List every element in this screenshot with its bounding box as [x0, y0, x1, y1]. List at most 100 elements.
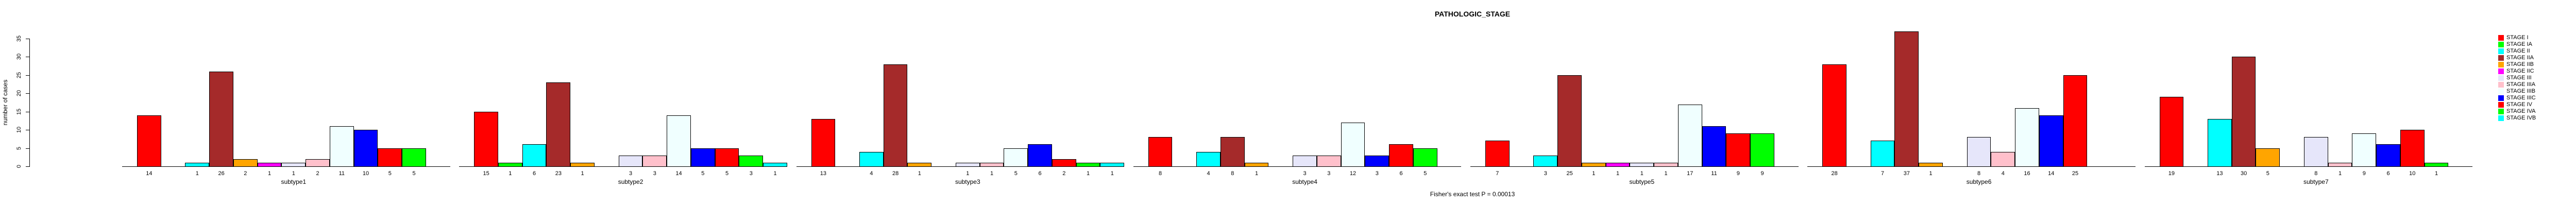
legend-label: STAGE I [2506, 35, 2529, 41]
bar-value-label: 3 [1375, 170, 1379, 177]
bar-value-label: 3 [749, 170, 753, 177]
bar-value-label: 15 [483, 170, 489, 177]
bar-value-label: 1 [990, 170, 994, 177]
panel-label: subtype7 [2303, 178, 2329, 185]
bar [522, 144, 547, 167]
y-tick-label: 15 [16, 108, 22, 115]
panel-label: subtype4 [1292, 178, 1317, 185]
bar-value-label: 1 [1664, 170, 1668, 177]
bar-value-label: 1 [2338, 170, 2342, 177]
bar-value-label: 4 [870, 170, 873, 177]
bar-value-label: 3 [1303, 170, 1307, 177]
bar-value-label: 26 [218, 170, 225, 177]
bar [811, 118, 836, 167]
bar-value-label: 13 [2216, 170, 2223, 177]
y-tick-label: 30 [16, 54, 22, 60]
y-tick [26, 75, 29, 76]
legend-swatch [2498, 75, 2504, 81]
bar [1870, 141, 1895, 167]
bar [570, 162, 595, 167]
legend-row: STAGE IIIC [2498, 95, 2536, 101]
legend-label: STAGE IIIB [2506, 88, 2536, 94]
bar [1533, 155, 1558, 167]
bar-value-label: 23 [555, 170, 562, 177]
bar-value-label: 25 [1566, 170, 1573, 177]
y-tick [26, 148, 29, 149]
bar [185, 162, 210, 167]
bar [2352, 133, 2377, 167]
legend-swatch [2498, 95, 2504, 101]
bar [667, 115, 691, 167]
bar-value-label: 5 [2266, 170, 2269, 177]
bar-value-label: 2 [316, 170, 319, 177]
legend-label: STAGE IA [2506, 41, 2532, 47]
bar [690, 148, 715, 167]
legend-label: STAGE IVB [2506, 115, 2536, 121]
bar [257, 162, 282, 167]
y-tick-label: 5 [16, 146, 22, 150]
bar [546, 82, 571, 167]
legend-row: STAGE IIB [2498, 61, 2536, 68]
bar-value-label: 5 [412, 170, 416, 177]
bar [2328, 162, 2352, 167]
bar [2303, 137, 2328, 167]
bar-value-label: 6 [1399, 170, 1403, 177]
bar-value-label: 1 [1592, 170, 1596, 177]
bar-value-label: 9 [1760, 170, 1764, 177]
bar [1365, 155, 1389, 167]
legend-row: STAGE III [2498, 75, 2536, 81]
bar-value-label: 1 [1616, 170, 1620, 177]
panel-label: subtype6 [1966, 178, 1992, 185]
bar [1822, 64, 1846, 167]
bar-value-label: 10 [362, 170, 369, 177]
bar [1702, 126, 1726, 167]
bar [2063, 75, 2088, 167]
legend-label: STAGE IIA [2506, 55, 2534, 61]
bar-value-label: 17 [1687, 170, 1693, 177]
legend-swatch [2498, 68, 2504, 74]
bar [1677, 104, 1702, 167]
bar-value-label: 14 [146, 170, 152, 177]
panel-label: subtype1 [281, 178, 307, 185]
bar [883, 64, 908, 167]
bar [763, 162, 787, 167]
bar-value-label: 16 [2024, 170, 2030, 177]
bar [1341, 122, 1365, 167]
bar-value-label: 30 [2240, 170, 2247, 177]
bar-value-label: 1 [292, 170, 295, 177]
bar [715, 148, 739, 167]
legend-label: STAGE IV [2506, 101, 2532, 108]
bar-value-label: 5 [701, 170, 705, 177]
legend-swatch [2498, 42, 2504, 47]
bar-value-label: 9 [2362, 170, 2366, 177]
bar-value-label: 7 [1496, 170, 1499, 177]
bar [1100, 162, 1125, 167]
bar [1726, 133, 1751, 167]
bar [1605, 162, 1630, 167]
bar-value-label: 1 [918, 170, 921, 177]
bar [2400, 130, 2425, 167]
legend-row: STAGE IIA [2498, 55, 2536, 61]
y-tick [26, 166, 29, 167]
bar-value-label: 1 [966, 170, 970, 177]
bar [1389, 144, 1413, 167]
bar [2231, 57, 2256, 167]
bar [329, 126, 354, 167]
bar [1293, 155, 1317, 167]
bar-value-label: 3 [1544, 170, 1547, 177]
legend-label: STAGE IIB [2506, 61, 2534, 67]
bar-value-label: 5 [1014, 170, 1018, 177]
bar [402, 148, 426, 167]
legend-row: STAGE IVA [2498, 108, 2536, 115]
bar [137, 115, 161, 167]
bar-value-label: 37 [1903, 170, 1910, 177]
legend-swatch [2498, 109, 2504, 114]
bar [1919, 162, 1943, 167]
bar-value-label: 6 [1038, 170, 1042, 177]
bar [474, 111, 498, 167]
y-axis-label: number of cases [2, 79, 9, 126]
bar-value-label: 8 [1231, 170, 1234, 177]
bar [498, 162, 522, 167]
bar-value-label: 1 [1110, 170, 1114, 177]
bar [1244, 162, 1269, 167]
